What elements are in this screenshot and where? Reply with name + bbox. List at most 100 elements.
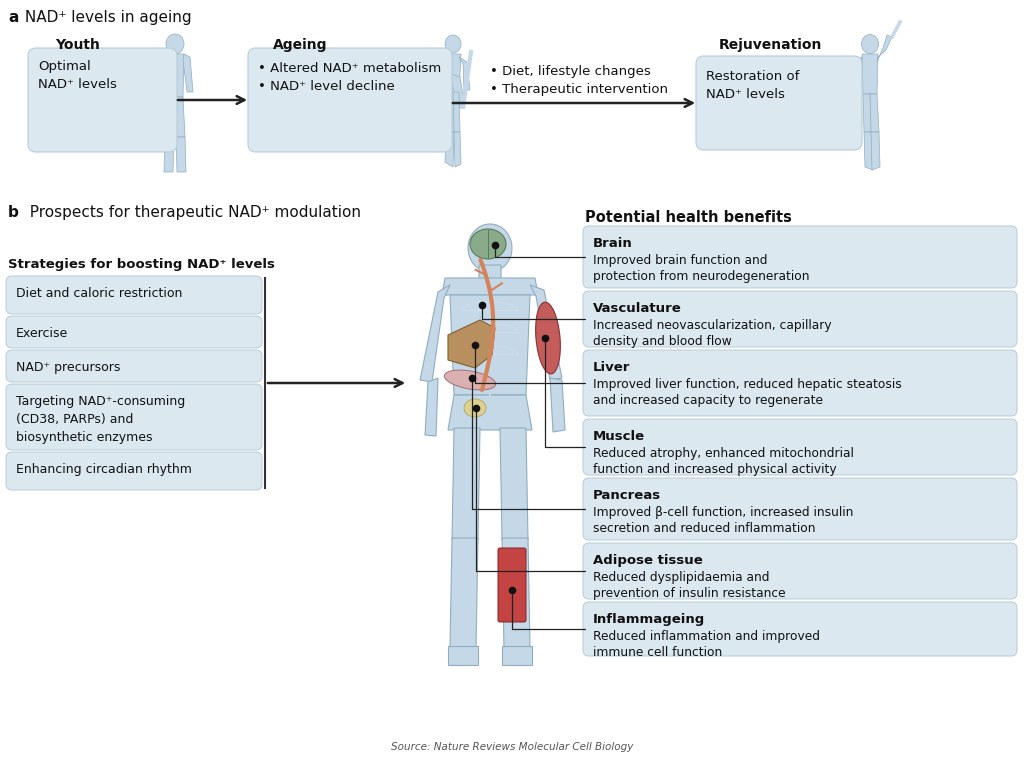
Polygon shape <box>175 97 185 137</box>
Text: (CD38, PARPs) and: (CD38, PARPs) and <box>16 413 133 426</box>
Text: Vasculature: Vasculature <box>593 302 682 315</box>
Text: Optimal: Optimal <box>38 60 91 73</box>
Text: NAD⁺ levels: NAD⁺ levels <box>706 88 784 101</box>
Polygon shape <box>176 137 186 172</box>
Text: Increased neovascularization, capillary: Increased neovascularization, capillary <box>593 319 831 332</box>
Ellipse shape <box>444 370 496 390</box>
Polygon shape <box>446 90 455 132</box>
Polygon shape <box>445 132 454 167</box>
Polygon shape <box>459 57 470 90</box>
Polygon shape <box>164 137 174 172</box>
Polygon shape <box>502 646 532 665</box>
Text: • Diet, lifestyle changes: • Diet, lifestyle changes <box>490 65 650 78</box>
Polygon shape <box>165 97 175 137</box>
FancyBboxPatch shape <box>583 602 1017 656</box>
Text: Ageing: Ageing <box>272 38 328 52</box>
Text: and increased capacity to regenerate: and increased capacity to regenerate <box>593 394 823 407</box>
Ellipse shape <box>166 34 184 54</box>
Ellipse shape <box>464 399 486 417</box>
Polygon shape <box>863 94 872 132</box>
Text: • Therapeutic intervention: • Therapeutic intervention <box>490 83 668 96</box>
Polygon shape <box>449 320 495 368</box>
Text: NAD⁺ precursors: NAD⁺ precursors <box>16 361 121 374</box>
FancyBboxPatch shape <box>583 226 1017 288</box>
Text: Rejuvenation: Rejuvenation <box>718 38 821 52</box>
FancyBboxPatch shape <box>28 48 177 152</box>
Polygon shape <box>450 295 530 395</box>
Polygon shape <box>453 92 460 132</box>
Text: Restoration of: Restoration of <box>706 70 800 83</box>
FancyBboxPatch shape <box>248 48 452 152</box>
Text: Prospects for therapeutic NAD⁺ modulation: Prospects for therapeutic NAD⁺ modulatio… <box>20 205 361 220</box>
Polygon shape <box>452 428 480 540</box>
Ellipse shape <box>536 302 560 374</box>
Text: Diet and caloric restriction: Diet and caloric restriction <box>16 287 182 300</box>
Polygon shape <box>870 94 879 132</box>
Text: Adipose tissue: Adipose tissue <box>593 554 702 567</box>
Text: • NAD⁺ level decline: • NAD⁺ level decline <box>258 80 394 93</box>
Text: Improved liver function, reduced hepatic steatosis: Improved liver function, reduced hepatic… <box>593 378 902 391</box>
Ellipse shape <box>445 35 461 53</box>
Polygon shape <box>500 428 528 540</box>
Text: Reduced inflammation and improved: Reduced inflammation and improved <box>593 630 820 643</box>
Ellipse shape <box>861 34 879 53</box>
Polygon shape <box>183 54 193 92</box>
Text: Brain: Brain <box>593 237 633 250</box>
Text: Liver: Liver <box>593 361 631 374</box>
Text: Pancreas: Pancreas <box>593 489 662 502</box>
Polygon shape <box>530 285 562 380</box>
Text: Improved brain function and: Improved brain function and <box>593 254 768 267</box>
Text: NAD⁺ levels in ageing: NAD⁺ levels in ageing <box>20 10 191 25</box>
FancyBboxPatch shape <box>6 452 262 490</box>
Text: Reduced atrophy, enhanced mitochondrial: Reduced atrophy, enhanced mitochondrial <box>593 447 854 460</box>
FancyBboxPatch shape <box>6 384 262 450</box>
Text: • Altered NAD⁺ metabolism: • Altered NAD⁺ metabolism <box>258 62 441 75</box>
FancyBboxPatch shape <box>479 265 501 283</box>
FancyBboxPatch shape <box>6 276 262 314</box>
Polygon shape <box>862 54 878 94</box>
Polygon shape <box>441 72 465 108</box>
Ellipse shape <box>468 224 512 272</box>
Text: Potential health benefits: Potential health benefits <box>585 210 792 225</box>
FancyBboxPatch shape <box>583 419 1017 475</box>
Text: density and blood flow: density and blood flow <box>593 335 732 348</box>
Ellipse shape <box>470 229 506 259</box>
Polygon shape <box>449 646 478 665</box>
Text: immune cell function: immune cell function <box>593 646 722 659</box>
Polygon shape <box>166 54 184 97</box>
Text: Inflammageing: Inflammageing <box>593 613 706 626</box>
Text: secretion and reduced inflammation: secretion and reduced inflammation <box>593 522 815 535</box>
Text: Exercise: Exercise <box>16 327 69 340</box>
Text: prevention of insulin resistance: prevention of insulin resistance <box>593 587 785 600</box>
FancyBboxPatch shape <box>583 350 1017 416</box>
Text: NAD⁺ levels: NAD⁺ levels <box>38 78 117 91</box>
Text: Youth: Youth <box>55 38 100 52</box>
Text: Enhancing circadian rhythm: Enhancing circadian rhythm <box>16 463 191 476</box>
FancyBboxPatch shape <box>6 350 262 382</box>
FancyBboxPatch shape <box>583 478 1017 540</box>
Polygon shape <box>864 132 873 170</box>
Polygon shape <box>449 395 532 430</box>
Polygon shape <box>157 54 167 92</box>
Polygon shape <box>445 54 461 92</box>
Polygon shape <box>871 132 880 170</box>
Polygon shape <box>502 538 530 650</box>
FancyBboxPatch shape <box>583 543 1017 599</box>
FancyBboxPatch shape <box>498 548 526 622</box>
Text: Muscle: Muscle <box>593 430 645 443</box>
Polygon shape <box>450 538 478 650</box>
FancyBboxPatch shape <box>6 316 262 348</box>
Text: biosynthetic enzymes: biosynthetic enzymes <box>16 431 153 444</box>
Text: Improved β-cell function, increased insulin: Improved β-cell function, increased insu… <box>593 506 853 519</box>
Text: Source: Nature Reviews Molecular Cell Biology: Source: Nature Reviews Molecular Cell Bi… <box>391 742 633 752</box>
Polygon shape <box>442 278 538 295</box>
Polygon shape <box>420 285 450 382</box>
Text: Strategies for boosting NAD⁺ levels: Strategies for boosting NAD⁺ levels <box>8 258 274 271</box>
FancyBboxPatch shape <box>696 56 862 150</box>
Text: function and increased physical activity: function and increased physical activity <box>593 463 837 476</box>
Text: protection from neurodegeneration: protection from neurodegeneration <box>593 270 810 283</box>
Text: b: b <box>8 205 18 220</box>
Text: Reduced dysplipidaemia and: Reduced dysplipidaemia and <box>593 571 769 584</box>
FancyBboxPatch shape <box>583 291 1017 347</box>
Polygon shape <box>550 378 565 432</box>
